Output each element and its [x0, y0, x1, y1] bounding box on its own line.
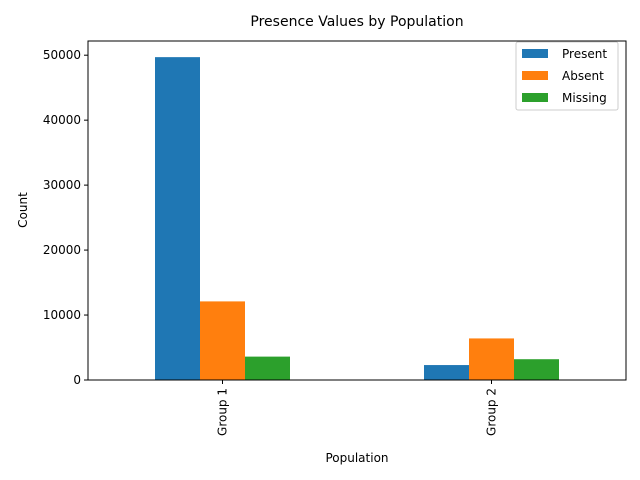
y-tick-label: 0 — [73, 373, 81, 387]
bar-present-group-1 — [155, 57, 200, 381]
plot-area — [155, 57, 559, 381]
legend-swatch-present — [522, 49, 548, 58]
y-axis: 0 10000 20000 30000 40000 50000 — [43, 48, 88, 387]
y-axis-label: Count — [16, 192, 30, 228]
x-tick-label: Group 2 — [485, 388, 499, 436]
bar-present-group-2 — [424, 365, 469, 380]
legend-label-missing: Missing — [562, 91, 607, 105]
x-axis: Group 1 Group 2 — [216, 380, 499, 436]
y-tick-label: 40000 — [43, 113, 81, 127]
y-tick-label: 20000 — [43, 243, 81, 257]
bar-missing-group-2 — [514, 359, 559, 380]
plot-frame — [87, 40, 627, 381]
legend-swatch-absent — [522, 71, 548, 80]
x-tick-label: Group 1 — [216, 388, 230, 436]
chart-title: Presence Values by Population — [250, 14, 463, 30]
legend: Present Absent Missing — [515, 41, 619, 111]
bar-absent-group-2 — [469, 338, 514, 380]
y-tick-label: 30000 — [43, 178, 81, 192]
legend-label-absent: Absent — [562, 69, 604, 83]
bar-missing-group-1 — [245, 356, 290, 380]
legend-label-present: Present — [562, 47, 607, 61]
y-tick-label: 50000 — [43, 48, 81, 62]
bar-absent-group-1 — [200, 301, 245, 380]
x-axis-label: Population — [325, 451, 388, 465]
y-tick-label: 10000 — [43, 308, 81, 322]
legend-swatch-missing — [522, 93, 548, 102]
